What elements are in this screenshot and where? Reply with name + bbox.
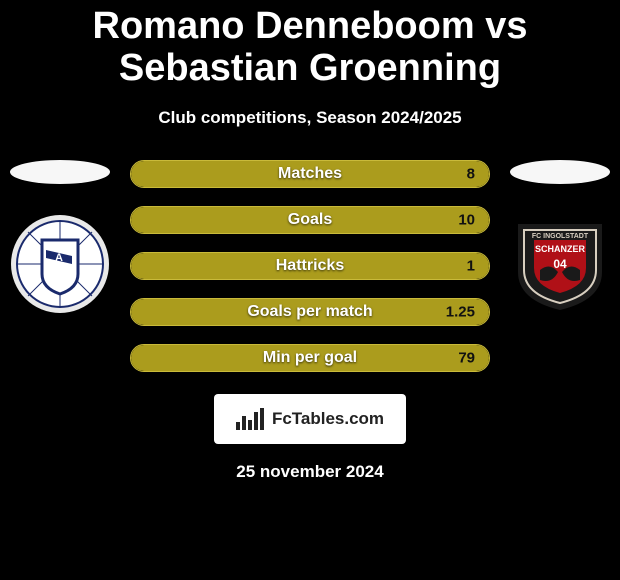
right-club-crest: FC INGOLSTADT SCHANZER 04 (510, 214, 610, 314)
stat-value-right: 79 (458, 349, 475, 366)
svg-text:SCHANZER: SCHANZER (535, 244, 586, 254)
page-title: Romano Denneboom vs Sebastian Groenning (0, 0, 620, 90)
stat-value-right: 8 (467, 165, 475, 182)
stat-label: Hattricks (131, 257, 489, 275)
stat-value-right: 1.25 (446, 303, 475, 320)
date-line: 25 november 2024 (0, 462, 620, 482)
comparison-panel: A FC INGOLSTADT SCHANZER 04 Matches8 Goal… (0, 160, 620, 372)
stat-label: Goals (131, 211, 489, 229)
subtitle: Club competitions, Season 2024/2025 (0, 108, 620, 128)
stat-value-right: 1 (467, 257, 475, 274)
right-player-column: FC INGOLSTADT SCHANZER 04 (500, 160, 620, 314)
stat-label: Min per goal (131, 349, 489, 367)
arminia-bielefeld-crest-icon: A (10, 214, 110, 314)
stat-pill: Matches8 (130, 160, 490, 188)
stat-value-right: 10 (458, 211, 475, 228)
left-player-column: A (0, 160, 120, 314)
brand-text: FcTables.com (272, 409, 384, 429)
stat-label: Matches (131, 165, 489, 183)
svg-text:FC INGOLSTADT: FC INGOLSTADT (532, 233, 589, 240)
right-flag-oval (510, 160, 610, 184)
left-flag-oval (10, 160, 110, 184)
svg-text:A: A (55, 252, 63, 264)
stat-pill: Min per goal79 (130, 344, 490, 372)
brand-badge: FcTables.com (214, 394, 406, 444)
bar-chart-icon (236, 408, 264, 430)
fc-ingolstadt-crest-icon: FC INGOLSTADT SCHANZER 04 (510, 214, 610, 314)
svg-text:04: 04 (553, 257, 567, 271)
stat-pill: Goals per match1.25 (130, 298, 490, 326)
stat-label: Goals per match (131, 303, 489, 321)
left-club-crest: A (10, 214, 110, 314)
stat-bars: Matches8 Goals10 Hattricks1 Goals per match… (130, 160, 490, 372)
stat-pill: Goals10 (130, 206, 490, 234)
stat-pill: Hattricks1 (130, 252, 490, 280)
